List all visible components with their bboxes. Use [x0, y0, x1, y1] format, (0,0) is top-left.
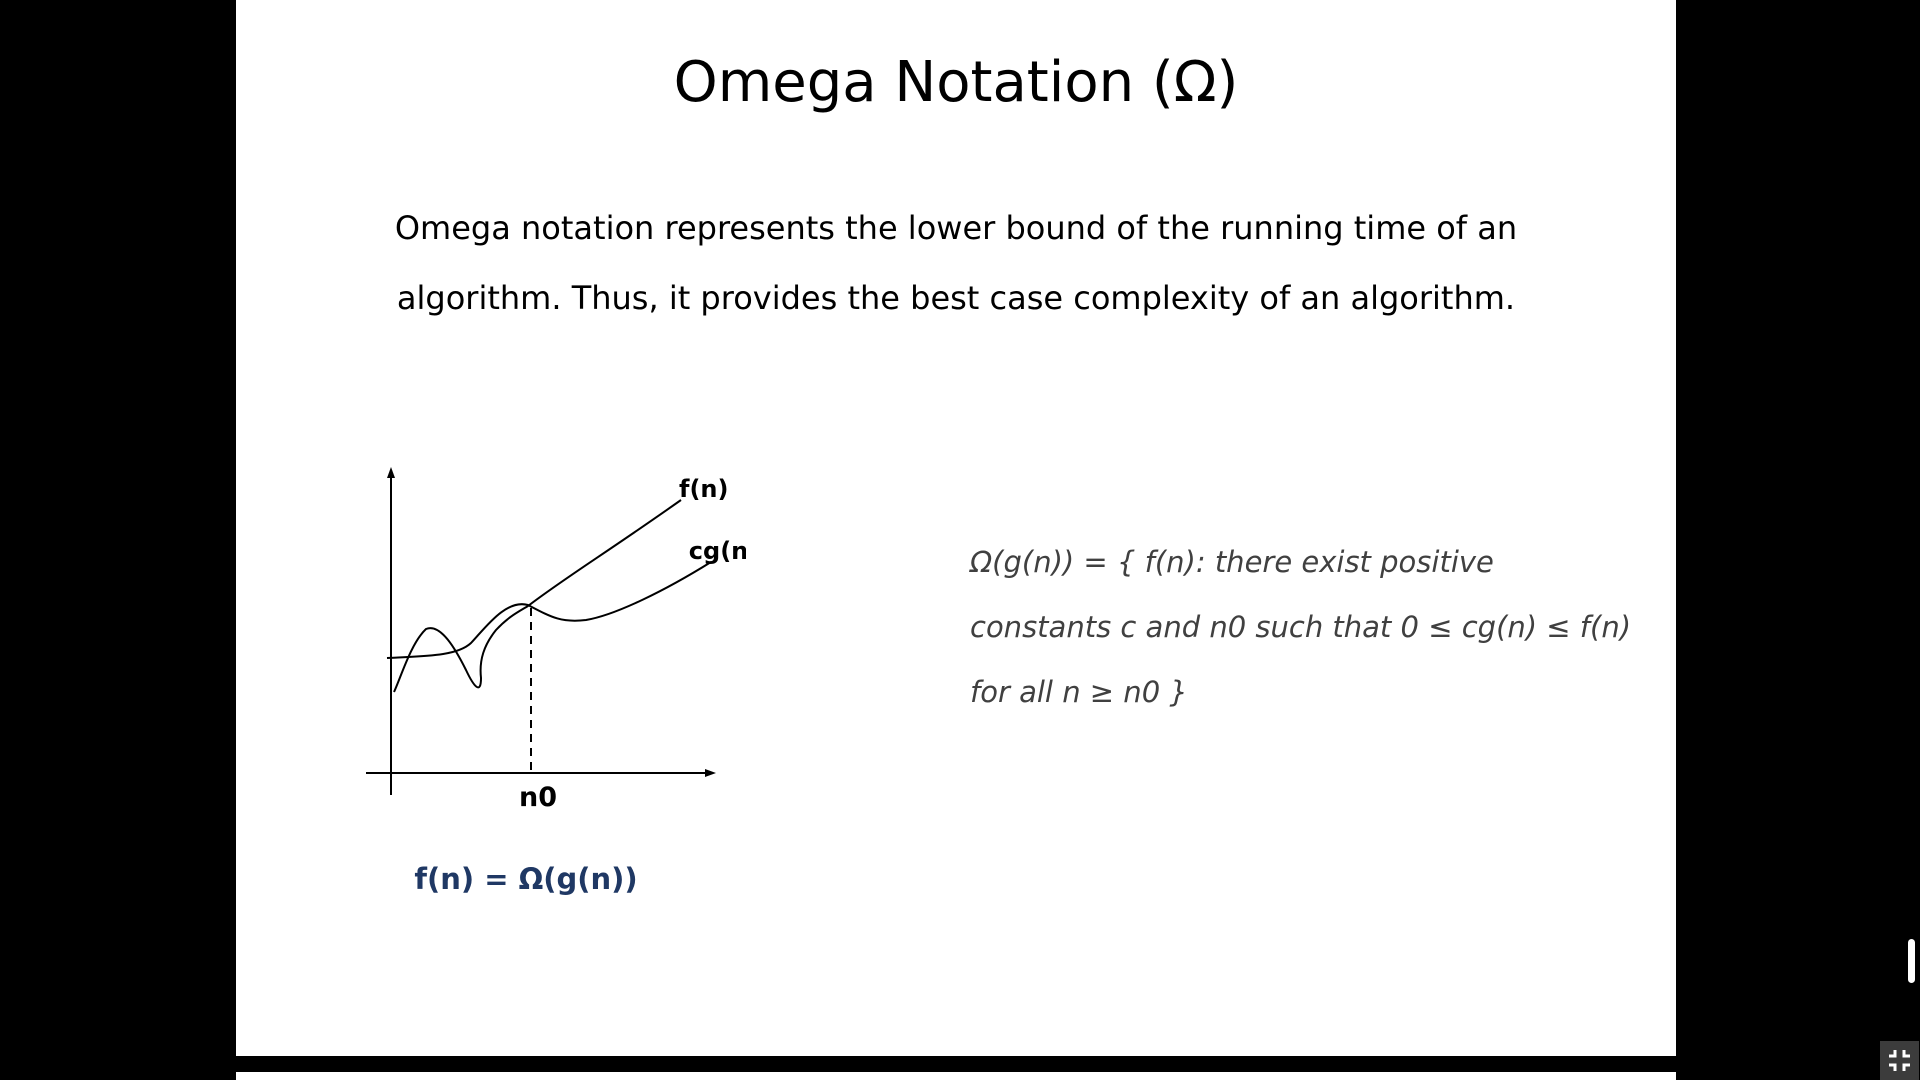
- cg-curve-label: cg(n): [689, 537, 746, 565]
- omega-definition: Ω(g(n)) = { f(n): there exist positive c…: [970, 530, 1650, 725]
- body-line: Omega notation represents the lower boun…: [394, 209, 1518, 247]
- slide-bottom-strip: [236, 1072, 1676, 1080]
- x-axis-arrow: [705, 769, 716, 777]
- cg-curve: [386, 561, 712, 659]
- n0-label: n0: [519, 782, 557, 813]
- y-axis-arrow: [387, 467, 395, 478]
- definition-line: for all n ≥ n0 }: [970, 675, 1188, 709]
- body-line: algorithm. Thus, it provides the best ca…: [396, 279, 1516, 317]
- omega-diagram: f(n) cg(n) n0: [366, 467, 746, 813]
- definition-line: Ω(g(n)) = { f(n): there exist positive: [970, 545, 1494, 579]
- slide-body: Omega notation represents the lower boun…: [336, 193, 1576, 333]
- slide-title: Omega Notation (Ω): [673, 50, 1239, 115]
- definition-line: constants c and n0 such that 0 ≤ cg(n) ≤…: [970, 610, 1632, 644]
- scrollbar-thumb[interactable]: [1908, 939, 1915, 983]
- f-curve-label: f(n): [679, 475, 728, 503]
- exit-fullscreen-icon: [1889, 1050, 1910, 1071]
- slide: Omega Notation (Ω) Omega notation repres…: [236, 0, 1676, 1056]
- omega-formula: f(n) = Ω(g(n)): [414, 862, 638, 896]
- exit-fullscreen-button[interactable]: [1880, 1041, 1919, 1080]
- f-curve: [393, 499, 682, 693]
